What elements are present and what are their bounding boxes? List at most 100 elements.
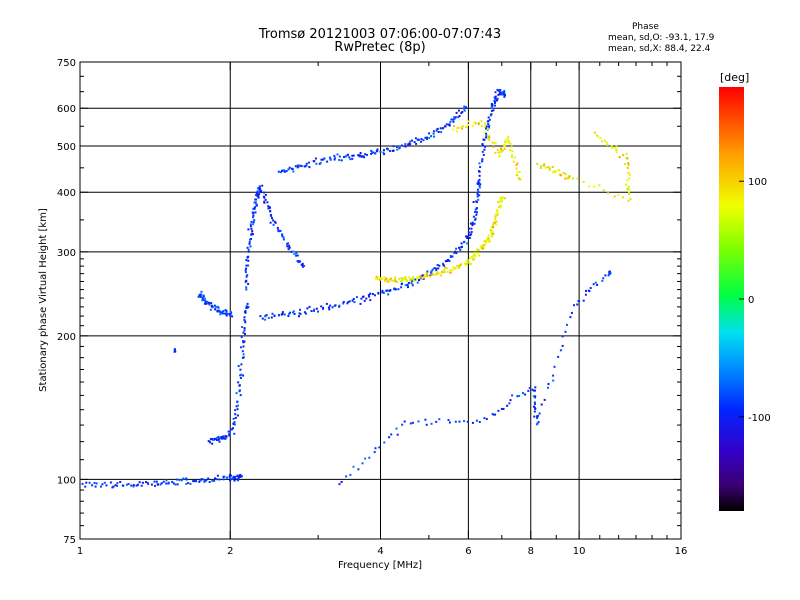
scatter-point-o [426,136,429,139]
scatter-point-o [308,305,311,308]
scatter-point-o [234,413,237,416]
scatter-point-x [387,279,390,282]
scatter-point-o [351,157,354,160]
scatter-point-o [373,294,376,297]
scatter-point-o [334,156,337,159]
scatter-point-o [383,153,386,156]
scatter-point-o [323,157,326,160]
scatter-point-o [604,274,607,277]
scatter-point-x [474,254,477,257]
scatter-point-x [516,174,518,177]
scatter-point-x [495,223,498,226]
scatter-point-x [503,144,505,147]
scatter-point-o [236,474,239,477]
scatter-point-o [406,283,409,286]
scatter-point-x [419,275,422,278]
scatter-point-o [317,310,319,313]
scatter-point-o [457,109,460,112]
scatter-point-x [436,270,439,273]
scatter-point-o [276,226,279,229]
scatter-point-o [497,93,500,96]
scatter-point-x [488,240,491,243]
scatter-point-o [237,404,239,407]
scatter-point-x [443,271,446,274]
scatter-point-o [338,159,341,161]
scatter-point-x [626,188,628,191]
scatter-point-x [451,269,454,272]
scatter-point-o [273,315,276,317]
scatter-point-o [172,482,175,485]
scatter-point-o [374,152,377,155]
scatter-point-o [373,451,376,454]
scatter-point-x [539,166,542,169]
scatter-point-o [224,437,227,440]
scatter-point-x [613,195,616,198]
scatter-point-o [225,435,228,438]
scatter-point-o [244,311,246,313]
scatter-point-o [414,137,417,140]
scatter-point-o [209,441,212,444]
scatter-point-o [244,333,246,335]
scatter-point-o [536,422,539,425]
scatter-point-x [394,276,397,279]
scatter-point-o [485,134,488,137]
scatter-point-x [470,263,473,265]
scatter-point-o [260,190,263,193]
scatter-point-o [205,302,208,305]
scatter-point-o [160,482,163,485]
scatter-point-x [471,124,474,127]
scatter-point-o [199,293,202,296]
scatter-point-o [460,242,463,245]
scatter-point-o [210,438,213,441]
scatter-point-x [629,173,631,176]
scatter-point-o [338,305,341,308]
scatter-point-x [434,273,437,276]
scatter-point-x [543,164,545,167]
scatter-point-o [251,230,254,233]
scatter-point-o [271,217,273,220]
scatter-point-o [155,480,158,483]
scatter-point-o [349,158,352,161]
scatter-point-o [459,246,462,249]
scatter-point-o [468,227,470,230]
scatter-point-o [488,126,490,129]
scatter-point-o [457,116,460,119]
scatter-point-x [626,179,629,182]
scatter-point-x [467,261,470,264]
scatter-point-o [193,480,196,483]
chart-title: Tromsø 20121003 07:06:00-07:07:43 [258,27,502,42]
scatter-point-o [258,190,261,193]
scatter-point-x [628,188,631,191]
scatter-point-o [281,233,284,236]
scatter-point-o [225,310,228,313]
scatter-point-x [505,140,508,143]
scatter-point-o [135,484,138,487]
scatter-point-o [325,302,328,305]
scatter-point-o [609,270,611,273]
scatter-point-o [304,165,307,168]
scatter-point-o [390,433,393,436]
scatter-point-x [627,199,630,202]
scatter-point-o [381,289,384,292]
scatter-point-o [233,421,236,424]
scatter-point-x [491,230,494,232]
scatter-point-o [362,295,365,298]
scatter-point-x [490,233,493,236]
scatter-point-o [272,219,275,222]
scatter-point-x [473,253,476,256]
scatter-point-x [445,267,448,270]
scatter-point-x [627,162,630,165]
scatter-point-x [461,127,464,130]
scatter-point-o [458,420,461,423]
scatter-point-o [306,307,309,310]
scatter-point-o [363,156,366,159]
scatter-point-o [296,166,299,169]
scatter-point-x [504,139,507,142]
scatter-point-x [476,252,479,255]
scatter-point-o [585,289,587,292]
scatter-point-o [573,304,575,307]
scatter-point-o [243,340,246,343]
scatter-point-x [454,267,457,269]
scatter-point-o [240,373,243,376]
scatter-point-o [338,483,341,486]
